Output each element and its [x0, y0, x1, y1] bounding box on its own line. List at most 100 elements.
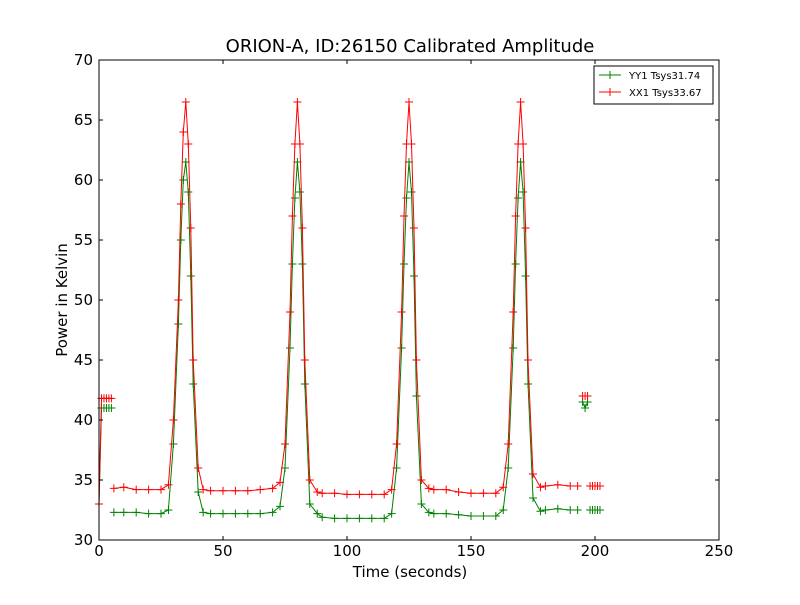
- data-point: [400, 212, 409, 220]
- data-point: [343, 490, 351, 499]
- data-point: [132, 508, 141, 517]
- data-point: [300, 356, 309, 364]
- data-point: [573, 506, 582, 514]
- y-tick-label: 55: [74, 231, 93, 249]
- data-point: [417, 500, 426, 508]
- data-point: [479, 512, 488, 520]
- data-point: [300, 380, 309, 388]
- data-point: [199, 508, 208, 517]
- data-point: [157, 509, 165, 518]
- data-point: [181, 98, 190, 106]
- data-point: [573, 482, 582, 490]
- data-point: [454, 488, 463, 496]
- data-point: [583, 392, 592, 400]
- data-point: [144, 509, 153, 518]
- data-point: [231, 486, 240, 495]
- data-point: [392, 440, 401, 448]
- ticks-layer: 0 50 100 150 200 250 30 35 40 45 50 55 60 65 70: [74, 51, 733, 560]
- data-point: [397, 344, 406, 352]
- data-point: [521, 272, 530, 280]
- data-point: [184, 140, 193, 148]
- data-point: [298, 260, 307, 268]
- data-point: [243, 486, 252, 495]
- data-point: [107, 394, 116, 403]
- data-point: [504, 440, 513, 448]
- data-point: [298, 224, 307, 232]
- data-point: [387, 485, 396, 494]
- data-point: [511, 212, 520, 220]
- data-point: [521, 224, 530, 232]
- data-point: [467, 489, 475, 498]
- data-point: [407, 140, 416, 148]
- data-point: [402, 194, 411, 202]
- data-point: [424, 508, 433, 517]
- data-point: [189, 356, 198, 364]
- data-point: [499, 506, 508, 514]
- x-tick-label: 100: [333, 542, 362, 560]
- data-point: [412, 392, 421, 400]
- data-point: [367, 514, 376, 523]
- x-tick-label: 0: [94, 542, 104, 560]
- data-point: [109, 508, 118, 517]
- y-tick-label: 35: [74, 471, 93, 489]
- data-point: [417, 476, 426, 484]
- data-point: [199, 485, 208, 494]
- data-point: [407, 188, 416, 196]
- data-point: [511, 260, 520, 268]
- x-tick-label: 250: [705, 542, 734, 560]
- data-point: [454, 510, 463, 519]
- data-point: [295, 188, 304, 196]
- data-point: [424, 484, 433, 493]
- series-layer: [95, 98, 604, 523]
- legend-swatch-marker: [606, 71, 614, 79]
- data-point: [355, 490, 364, 499]
- series-line: [113, 101, 578, 495]
- data-point: [529, 494, 537, 502]
- y-tick-label: 70: [74, 51, 93, 69]
- data-point: [318, 489, 327, 498]
- data-point: [157, 485, 165, 494]
- data-point: [107, 404, 116, 412]
- data-point: [330, 489, 339, 498]
- data-point: [194, 464, 203, 472]
- y-axis-label: Power in Kelvin: [53, 243, 71, 357]
- data-point: [566, 482, 575, 490]
- data-point: [186, 224, 195, 232]
- data-point: [429, 485, 438, 494]
- data-point: [553, 504, 562, 513]
- data-point: [164, 506, 173, 514]
- data-point: [206, 486, 215, 495]
- data-point: [256, 485, 265, 494]
- data-point: [397, 308, 406, 316]
- data-point: [243, 509, 252, 518]
- chart-title: ORION-A, ID:26150 Calibrated Amplitude: [226, 36, 595, 57]
- data-point: [524, 380, 533, 388]
- legend: YY1 Tsys31.74 XX1 Tsys33.67: [593, 65, 714, 105]
- data-point: [380, 490, 389, 499]
- data-point: [491, 512, 500, 520]
- data-point: [409, 224, 418, 232]
- data-point: [519, 188, 528, 196]
- data-point: [231, 509, 240, 518]
- data-point: [519, 140, 528, 148]
- data-point: [176, 200, 185, 208]
- y-tick-label: 65: [74, 111, 93, 129]
- data-point: [581, 404, 590, 412]
- data-point: [174, 296, 183, 304]
- data-point: [595, 506, 604, 514]
- data-point: [516, 98, 525, 106]
- data-point: [219, 509, 227, 518]
- data-point: [169, 440, 178, 448]
- data-point: [281, 440, 289, 448]
- x-tick-label: 150: [457, 542, 486, 560]
- data-point: [305, 476, 314, 484]
- data-point: [285, 308, 294, 316]
- data-point: [293, 98, 302, 106]
- y-tick-label: 30: [74, 531, 93, 549]
- data-point: [442, 509, 451, 518]
- data-point: [429, 509, 438, 518]
- data-point: [184, 188, 193, 196]
- data-point: [144, 485, 153, 494]
